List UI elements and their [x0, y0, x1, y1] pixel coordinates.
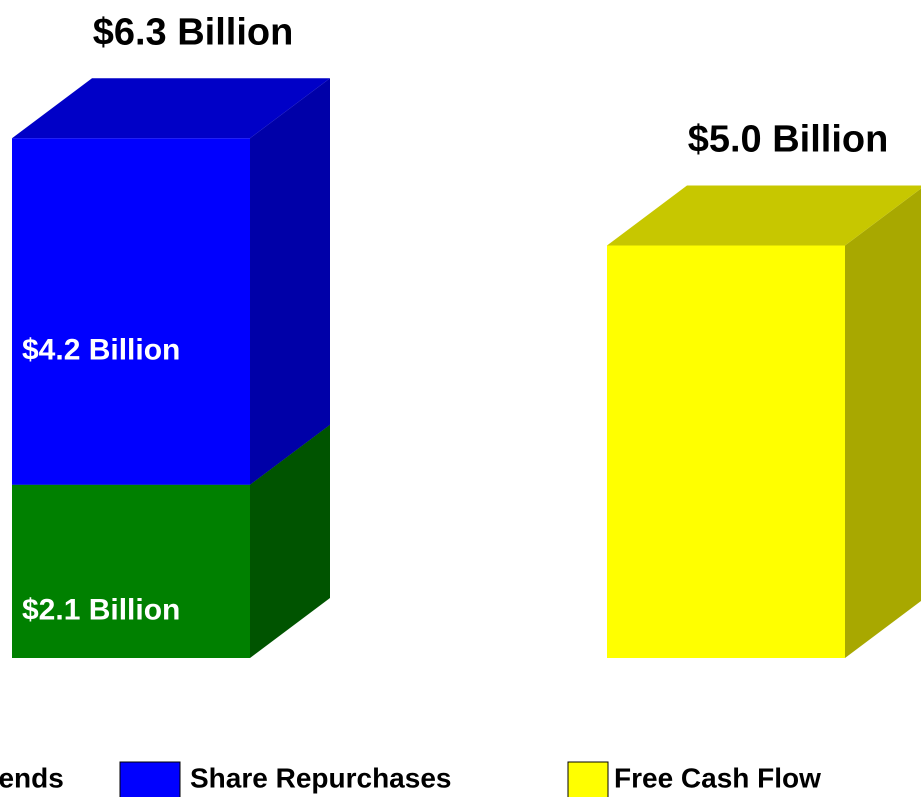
bar [12, 484, 250, 658]
legend-label: Share Repurchases [190, 762, 451, 793]
total-label: $5.0 Billion [688, 119, 889, 161]
value-label: $2.1 Billion [22, 593, 180, 626]
value-label: $4.2 Billion [22, 333, 180, 366]
legend-swatch [119, 761, 181, 797]
bar-side [845, 188, 921, 658]
bar-top [607, 185, 921, 246]
legend-swatch [567, 761, 609, 797]
bar-side [250, 424, 330, 658]
bar [607, 245, 845, 658]
total-label: $6.3 Billion [93, 11, 294, 53]
bar-top [12, 78, 330, 139]
bar-side [250, 78, 330, 485]
legend-label: Dividends [0, 762, 64, 793]
legend-label: Free Cash Flow [614, 762, 821, 793]
bar [12, 138, 250, 485]
